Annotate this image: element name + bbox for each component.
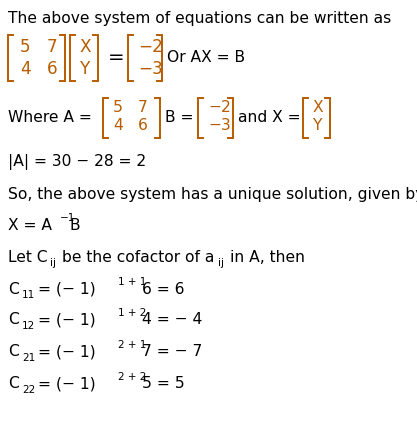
Text: C: C (8, 376, 19, 392)
Text: C: C (8, 312, 19, 328)
Text: 1 + 2: 1 + 2 (118, 308, 146, 318)
Text: Let C: Let C (8, 250, 48, 264)
Text: Y: Y (80, 60, 90, 78)
Text: X = A: X = A (8, 218, 52, 234)
Text: 21: 21 (22, 353, 35, 363)
Text: 22: 22 (22, 385, 35, 395)
Text: = (− 1): = (− 1) (38, 376, 95, 392)
Text: The above system of equations can be written as: The above system of equations can be wri… (8, 11, 391, 26)
Text: be the cofactor of a: be the cofactor of a (62, 250, 214, 264)
Text: 7: 7 (138, 101, 148, 115)
Text: −2: −2 (138, 38, 163, 56)
Text: Or AX = B: Or AX = B (167, 51, 245, 66)
Text: 2 + 1: 2 + 1 (118, 340, 146, 350)
Text: 2 + 2: 2 + 2 (118, 372, 146, 382)
Text: 7: 7 (47, 38, 58, 56)
Text: 6: 6 (47, 60, 58, 78)
Text: 6: 6 (138, 118, 148, 133)
Text: C: C (8, 344, 19, 360)
Text: |A| = 30 − 28 = 2: |A| = 30 − 28 = 2 (8, 154, 146, 170)
Text: X: X (313, 101, 324, 115)
Text: 5 = 5: 5 = 5 (142, 376, 185, 392)
Text: 7 = − 7: 7 = − 7 (142, 344, 202, 360)
Text: Y: Y (313, 118, 322, 133)
Text: So, the above system has a unique solution, given by: So, the above system has a unique soluti… (8, 187, 417, 202)
Text: 6 = 6: 6 = 6 (142, 282, 184, 296)
Text: Where A =: Where A = (8, 110, 97, 125)
Text: 4: 4 (113, 118, 123, 133)
Text: and X =: and X = (238, 110, 306, 125)
Text: B: B (70, 218, 80, 234)
Text: ij: ij (50, 258, 56, 268)
Text: 5: 5 (113, 101, 123, 115)
Text: 4 = − 4: 4 = − 4 (142, 312, 202, 328)
Text: 12: 12 (22, 321, 35, 331)
Text: C: C (8, 282, 19, 296)
Text: 1 + 1: 1 + 1 (118, 277, 146, 287)
Text: 11: 11 (22, 290, 35, 300)
Text: ij: ij (218, 258, 224, 268)
Text: = (− 1): = (− 1) (38, 282, 95, 296)
Text: −1: −1 (60, 213, 75, 223)
Text: −3: −3 (138, 60, 163, 78)
Text: B =: B = (165, 110, 198, 125)
Text: = (− 1): = (− 1) (38, 312, 95, 328)
Text: =: = (108, 48, 125, 67)
Text: −3: −3 (208, 118, 231, 133)
Text: X: X (80, 38, 91, 56)
Text: 5: 5 (20, 38, 30, 56)
Text: in A, then: in A, then (230, 250, 305, 264)
Text: = (− 1): = (− 1) (38, 344, 95, 360)
Text: −2: −2 (208, 101, 231, 115)
Text: 4: 4 (20, 60, 30, 78)
